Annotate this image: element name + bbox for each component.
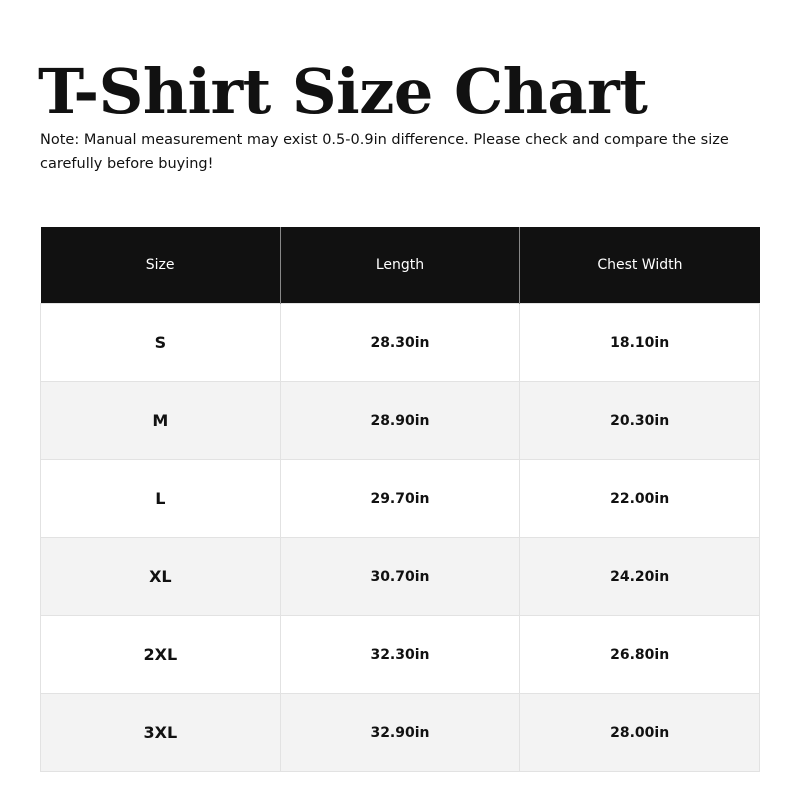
cell-length: 29.70in bbox=[279, 459, 521, 538]
cell-size: 2XL bbox=[40, 615, 281, 694]
cell-chest-width: 18.10in bbox=[519, 303, 760, 382]
cell-size: 3XL bbox=[40, 693, 281, 772]
cell-length: 32.90in bbox=[279, 693, 521, 772]
cell-chest-width: 20.30in bbox=[519, 381, 760, 460]
cell-size: XL bbox=[40, 537, 281, 616]
cell-size: L bbox=[40, 459, 281, 538]
table-row: XL 30.70in 24.20in bbox=[40, 537, 760, 616]
cell-size: S bbox=[40, 303, 281, 382]
table-row: 3XL 32.90in 28.00in bbox=[40, 693, 760, 772]
table-row: M 28.90in 20.30in bbox=[40, 381, 760, 460]
table-row: S 28.30in 18.10in bbox=[40, 303, 760, 382]
header-length: Length bbox=[279, 227, 521, 304]
cell-chest-width: 24.20in bbox=[519, 537, 760, 616]
table-header-row: Size Length Chest Width bbox=[40, 227, 760, 304]
table-row: 2XL 32.30in 26.80in bbox=[40, 615, 760, 694]
page-title: T-Shirt Size Chart bbox=[38, 55, 648, 128]
cell-length: 32.30in bbox=[279, 615, 521, 694]
measurement-note: Note: Manual measurement may exist 0.5-0… bbox=[40, 132, 729, 172]
cell-chest-width: 22.00in bbox=[519, 459, 760, 538]
cell-length: 30.70in bbox=[279, 537, 521, 616]
cell-chest-width: 28.00in bbox=[519, 693, 760, 772]
cell-length: 28.90in bbox=[279, 381, 521, 460]
size-table: Size Length Chest Width S 28.30in 18.10i… bbox=[40, 227, 760, 772]
table-row: L 29.70in 22.00in bbox=[40, 459, 760, 538]
header-size: Size bbox=[40, 227, 281, 304]
header-chest-width: Chest Width bbox=[519, 227, 760, 304]
cell-length: 28.30in bbox=[279, 303, 521, 382]
cell-chest-width: 26.80in bbox=[519, 615, 760, 694]
cell-size: M bbox=[40, 381, 281, 460]
